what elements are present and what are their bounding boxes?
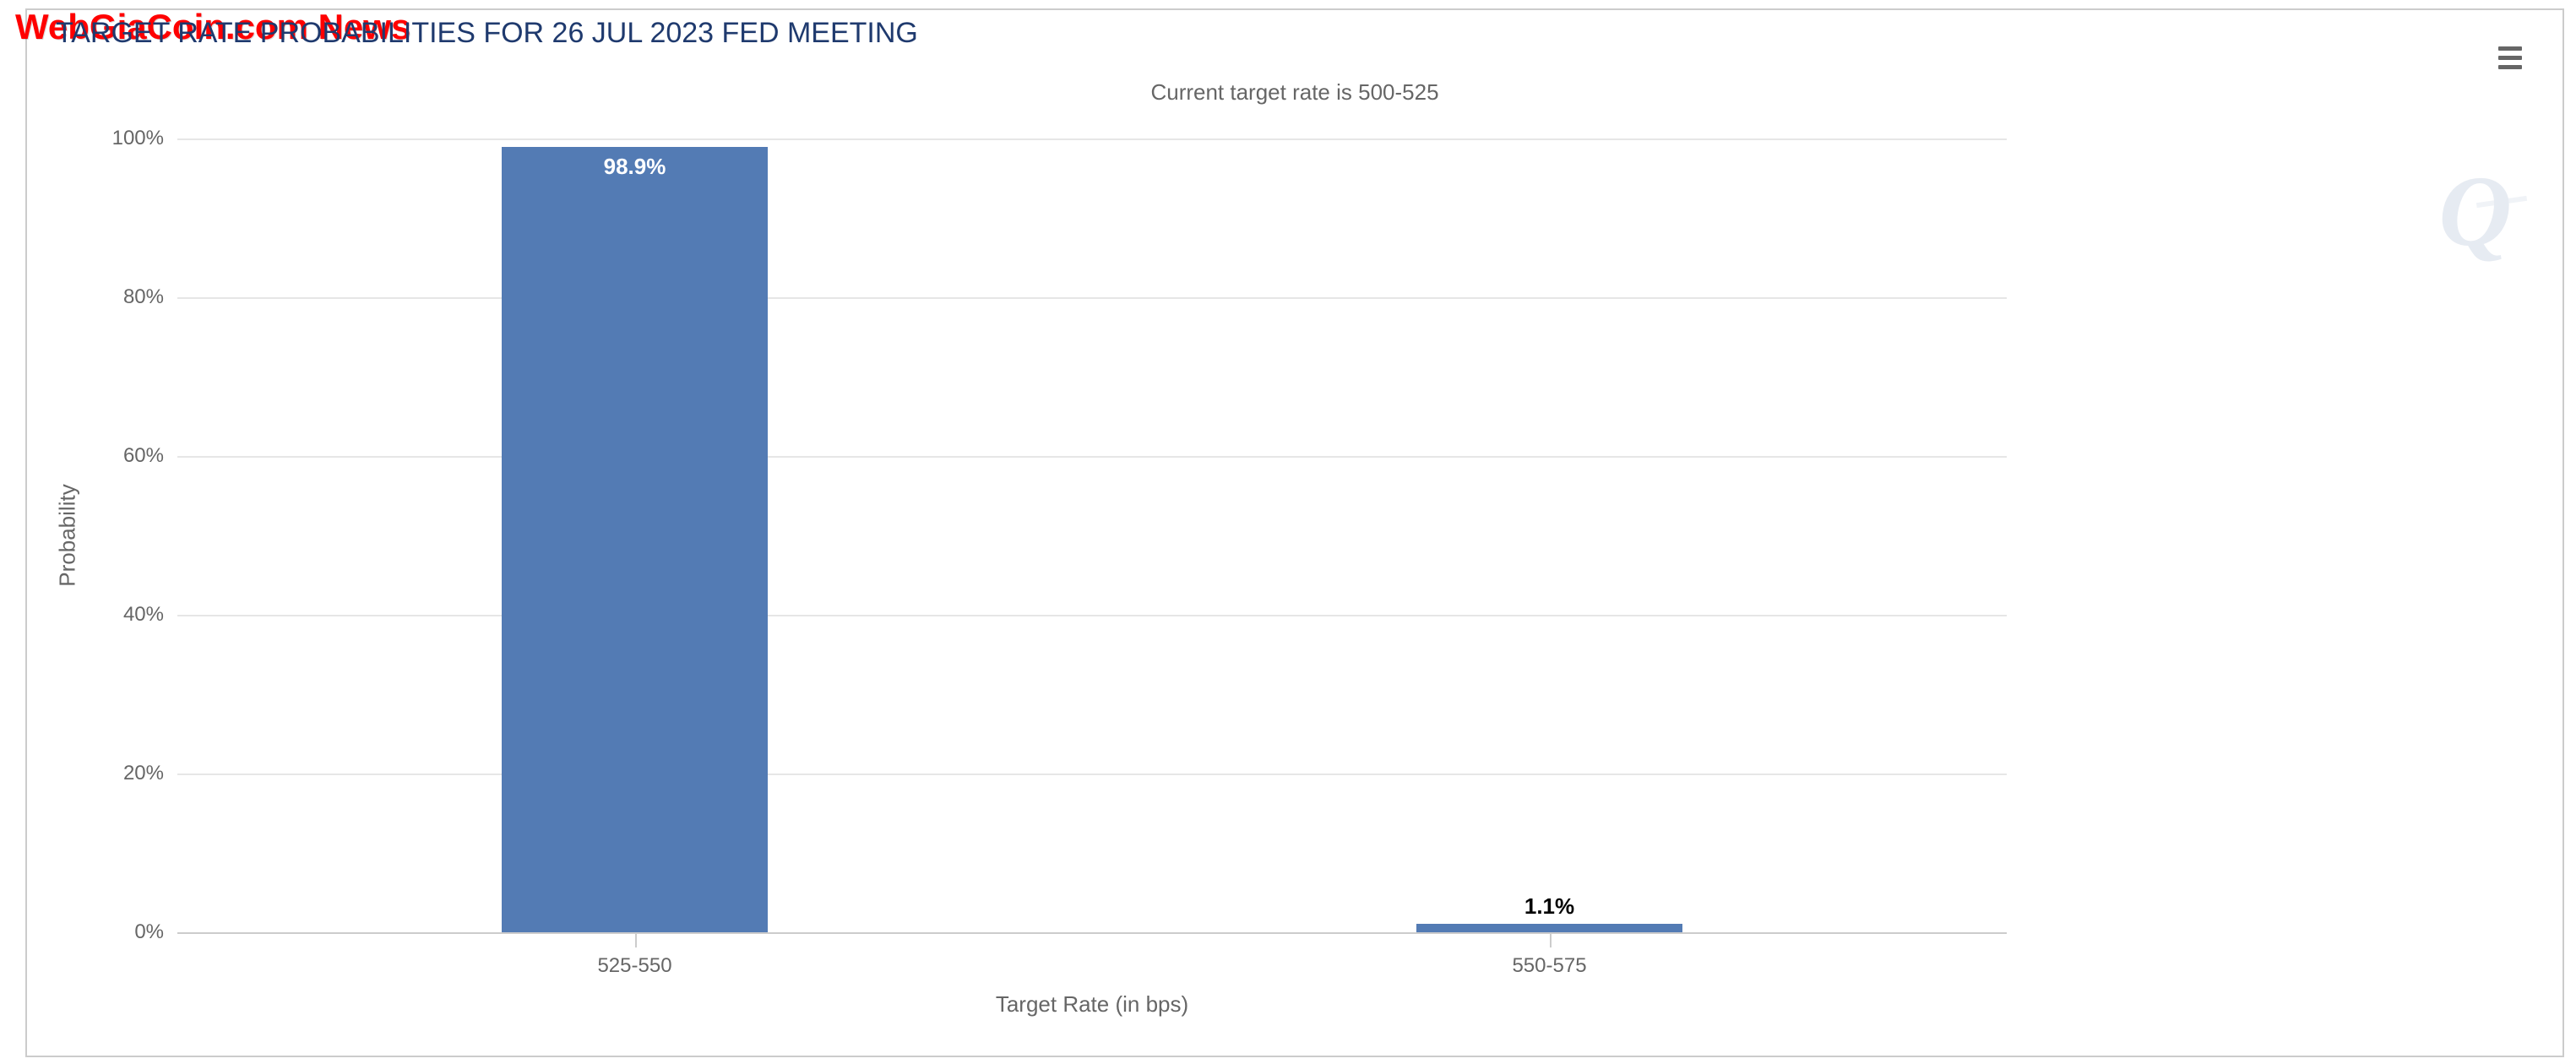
x-tick <box>1550 932 1552 947</box>
bar[interactable] <box>1416 924 1682 932</box>
bar-value-label: 98.9% <box>604 154 666 180</box>
y-tick-label: 0% <box>134 920 164 944</box>
x-axis-label: Target Rate (in bps) <box>177 991 2007 1018</box>
y-gridline <box>177 774 2007 775</box>
y-axis-label: Probability <box>55 484 81 586</box>
x-axis-line <box>177 932 2007 934</box>
y-gridline <box>177 138 2007 140</box>
x-tick-label: 525-550 <box>597 954 671 978</box>
bar[interactable] <box>502 147 767 932</box>
bar-value-label: 1.1% <box>1524 893 1574 920</box>
y-gridline <box>177 456 2007 458</box>
y-tick-label: 80% <box>123 285 164 309</box>
x-tick <box>635 932 637 947</box>
x-tick-label: 550-575 <box>1512 954 1586 978</box>
chart-title: TARGET RATE PROBABILITIES FOR 26 JUL 202… <box>56 17 918 50</box>
y-tick-label: 20% <box>123 762 164 785</box>
y-tick-label: 60% <box>123 444 164 468</box>
y-gridline <box>177 297 2007 299</box>
chart-subtitle: Current target rate is 500-525 <box>25 79 2564 106</box>
hamburger-icon <box>2498 46 2522 51</box>
y-tick-label: 100% <box>112 127 164 150</box>
plot-area: 0%20%40%60%80%100%98.9%525-5501.1%550-57… <box>177 138 2007 932</box>
chart-menu-button[interactable] <box>2490 39 2530 76</box>
y-tick-label: 40% <box>123 603 164 627</box>
y-gridline <box>177 615 2007 616</box>
